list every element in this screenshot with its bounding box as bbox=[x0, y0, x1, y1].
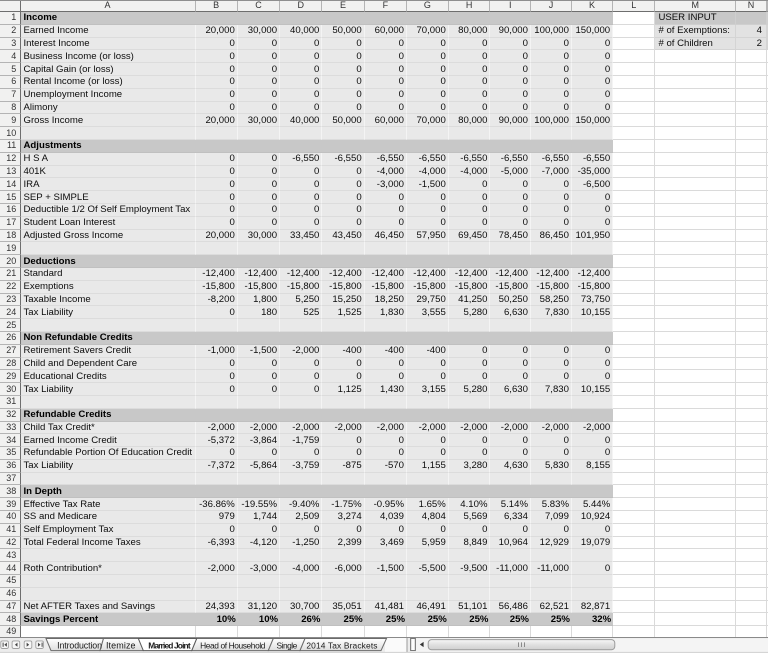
svg-text:Married Joint: Married Joint bbox=[148, 641, 191, 651]
svg-text:Itemize: Itemize bbox=[106, 641, 136, 651]
svg-text:2014 Tax Brackets: 2014 Tax Brackets bbox=[306, 641, 377, 651]
svg-text:Single: Single bbox=[277, 641, 298, 651]
svg-text:Head of Household: Head of Household bbox=[200, 641, 266, 651]
svg-text:Introduction: Introduction bbox=[57, 641, 102, 651]
